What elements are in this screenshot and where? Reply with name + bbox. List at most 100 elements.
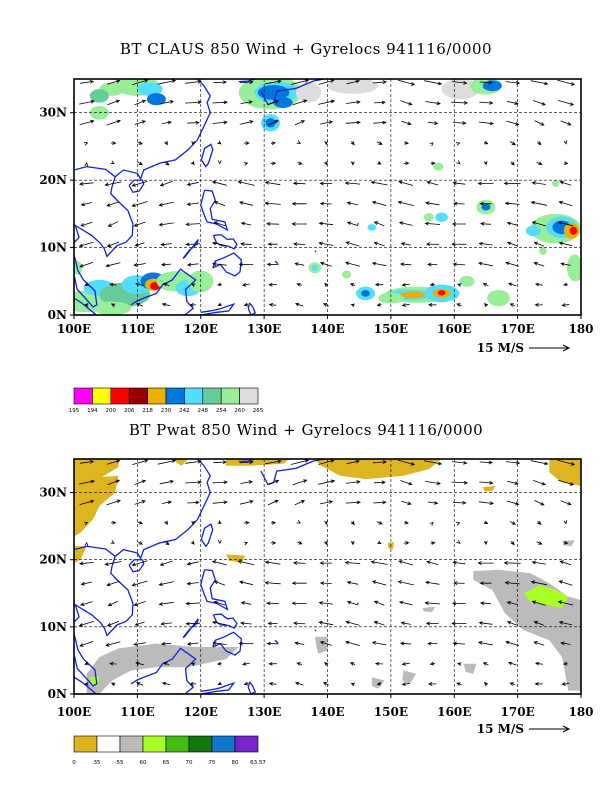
colorbar-label: 254: [216, 408, 227, 414]
wind-arrow: [451, 480, 469, 485]
lon-label: 100E: [57, 705, 91, 719]
wind-arrow: [370, 180, 388, 186]
wind-arrow: [558, 479, 575, 486]
colorbar-swatch: [119, 735, 144, 753]
wind-arrow: [558, 241, 573, 246]
wind-arrow: [534, 500, 545, 506]
wind-arrow: [79, 479, 95, 485]
wind-arrow: [424, 80, 443, 86]
wind-arrow: [350, 541, 355, 546]
wind-arrow: [106, 580, 120, 587]
pwat-region: [86, 643, 239, 694]
wind-arrow: [243, 681, 249, 686]
cloud-patch: [567, 254, 581, 282]
wind-arrow: [455, 142, 461, 146]
wind-arrow: [84, 541, 89, 547]
wind-arrow: [505, 261, 520, 267]
wind-arrow: [452, 500, 467, 505]
lat-label: 0N: [48, 687, 67, 701]
wind-arrow: [345, 640, 360, 646]
wind-arrow: [350, 161, 355, 166]
wind-arrow: [533, 241, 545, 247]
wind-arrow: [268, 282, 277, 287]
wind-arrow: [374, 661, 384, 666]
wind-arrow: [427, 641, 438, 646]
wind-arrow: [534, 303, 543, 307]
wind-arrow: [264, 580, 281, 585]
wind-arrow: [453, 201, 465, 206]
pwat-region: [314, 459, 442, 480]
wind-arrow: [239, 460, 254, 464]
scale-arrow: [529, 344, 571, 352]
wind-arrow: [110, 160, 115, 165]
cloud-patch: [435, 212, 448, 222]
coastline: [238, 79, 257, 83]
cloud-patch: [539, 246, 547, 255]
wind-arrow: [403, 541, 410, 545]
wind-arrow: [478, 501, 495, 505]
coastline: [356, 222, 360, 226]
coastline: [128, 179, 145, 194]
wind-arrow: [189, 303, 196, 307]
wind-arrow: [376, 521, 383, 525]
wind-arrow: [163, 283, 170, 287]
wind-arrow: [503, 181, 521, 186]
wind-arrow: [163, 662, 170, 666]
coastline: [200, 303, 236, 315]
coastline: [200, 189, 229, 232]
wind-arrow: [185, 79, 202, 84]
wind-arrow: [240, 242, 252, 246]
lat-label: 0N: [48, 308, 67, 322]
wind-arrow: [456, 682, 462, 686]
wind-arrow: [318, 620, 334, 626]
wind-arrow: [191, 141, 196, 146]
wind-arrow: [83, 142, 89, 146]
cloud-patch: [311, 265, 318, 271]
wind-arrow: [400, 100, 413, 106]
wind-arrow: [503, 561, 521, 565]
cloud-patch: [551, 180, 560, 187]
wind-arrow: [105, 641, 121, 647]
wind-arrow: [186, 561, 199, 566]
wind-arrow: [110, 682, 116, 687]
wind-arrow: [217, 140, 222, 145]
wind-arrow: [322, 682, 329, 686]
wind-arrow: [429, 142, 434, 147]
wind-arrow: [161, 302, 171, 307]
wind-arrow: [185, 480, 202, 485]
wind-arrow: [401, 662, 410, 666]
wind-arrow: [106, 79, 121, 85]
coastline: [274, 260, 279, 265]
wind-arrow: [107, 99, 121, 106]
wind-arrow: [373, 100, 386, 105]
wind-arrow: [371, 200, 387, 206]
wind-arrow: [506, 621, 518, 626]
wind-arrow: [318, 479, 336, 485]
wind-arrow: [530, 460, 549, 466]
wind-arrow: [240, 221, 252, 226]
coastline: [200, 682, 236, 694]
wind-arrow: [294, 500, 306, 506]
wind-arrow: [537, 520, 542, 525]
wind-arrow: [478, 241, 493, 246]
wind-arrow: [452, 560, 466, 565]
wind-arrow: [452, 181, 466, 186]
coastline: [212, 613, 238, 630]
colorbar-swatch: [239, 387, 259, 405]
wind-arrow: [507, 480, 519, 485]
wind-arrow: [376, 681, 382, 686]
cloud-patch: [327, 79, 379, 94]
wind-arrow: [319, 581, 332, 585]
wind-arrow: [477, 561, 494, 565]
wind-arrow: [267, 242, 278, 247]
wind-arrow: [505, 80, 521, 85]
wind-arrow: [373, 500, 387, 505]
wind-arrow: [344, 181, 361, 186]
wind-arrow: [557, 600, 574, 606]
cloud-patch: [437, 290, 446, 296]
wind-arrow: [212, 100, 228, 105]
coastline: [314, 629, 317, 632]
wind-arrow: [294, 120, 306, 126]
wind-arrow: [131, 180, 148, 187]
wind-arrow: [80, 80, 95, 84]
